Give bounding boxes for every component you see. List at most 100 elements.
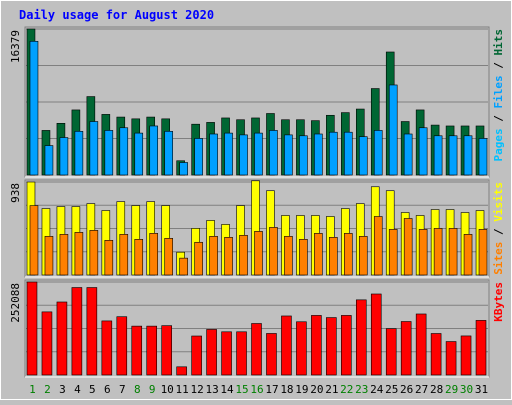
bar-kbytes-day-4 (71, 287, 83, 376)
bar-files-day-12 (194, 138, 203, 176)
bar-files-day-27 (418, 127, 428, 176)
bar-files-day-2 (44, 145, 54, 176)
bar-kbytes-day-1 (26, 281, 38, 376)
x-tick-label-day-31: 31 (475, 383, 488, 396)
bar-kbytes-day-30 (460, 335, 472, 376)
bar-sites-day-10 (164, 238, 173, 276)
bar-sites-day-31 (478, 229, 488, 276)
bar-files-day-4 (74, 131, 84, 176)
legend-item-files: Files (492, 75, 505, 108)
bar-sites-day-14 (224, 237, 233, 276)
bar-kbytes-day-6 (101, 320, 113, 376)
bar-files-day-16 (254, 132, 263, 176)
bar-files-day-1 (29, 40, 39, 176)
bar-kbytes-day-16 (251, 323, 262, 376)
bar-files-day-5 (89, 121, 99, 176)
bar-files-day-10 (164, 131, 173, 176)
y-tick-label: 16379 (9, 30, 22, 63)
x-tick-label-day-12: 12 (191, 383, 204, 396)
bar-sites-day-12 (194, 241, 203, 276)
bar-sites-day-7 (119, 234, 129, 276)
bar-sites-day-18 (284, 236, 293, 276)
legend-kbytes: KBytes (492, 282, 505, 322)
x-tick-label-day-21: 21 (325, 383, 338, 396)
bar-sites-day-4 (74, 232, 84, 276)
legend-item-sites: Sites (492, 242, 505, 275)
bar-files-day-21 (329, 131, 338, 176)
x-tick-label-day-24: 24 (370, 383, 384, 396)
panel-sites-visits: 938 Sites / Visits (9, 179, 505, 278)
x-tick-label-day-8: 8 (134, 383, 141, 396)
bar-files-day-31 (478, 138, 488, 176)
bar-kbytes-day-15 (236, 331, 247, 376)
bar-kbytes-day-12 (191, 335, 202, 376)
series-files (29, 40, 488, 176)
bar-kbytes-day-31 (475, 320, 487, 376)
legend-item-pages: Pages (492, 128, 505, 161)
bar-kbytes-day-2 (41, 311, 53, 376)
bar-files-day-14 (224, 132, 233, 176)
bar-sites-day-2 (44, 236, 54, 276)
bar-sites-day-30 (463, 234, 473, 276)
x-tick-label-day-5: 5 (89, 383, 96, 396)
x-tick-label-day-23: 23 (355, 383, 368, 396)
x-tick-label-day-7: 7 (119, 383, 126, 396)
x-tick-label-day-10: 10 (161, 383, 174, 396)
legend-item-kbytes: KBytes (492, 282, 505, 322)
x-tick-label-day-27: 27 (415, 383, 428, 396)
bar-kbytes-day-5 (86, 287, 98, 376)
bar-files-day-22 (344, 131, 353, 176)
bar-kbytes-day-13 (206, 329, 217, 376)
bar-files-day-23 (358, 136, 368, 176)
x-tick-label-day-3: 3 (59, 383, 66, 396)
legend-separator: / (492, 222, 505, 242)
bar-files-day-9 (149, 125, 159, 176)
bar-sites-day-1 (29, 205, 39, 276)
y-tick-label: 938 (9, 183, 22, 203)
bar-kbytes-day-24 (370, 293, 382, 376)
bar-kbytes-day-29 (445, 341, 457, 376)
panel-kbytes: 252088 KBytes (9, 279, 505, 378)
bar-sites-day-5 (89, 230, 99, 276)
bar-files-day-15 (239, 134, 248, 176)
x-tick-label-day-28: 28 (430, 383, 443, 396)
bar-kbytes-day-26 (400, 321, 412, 376)
bar-kbytes-day-11 (176, 366, 187, 376)
bar-files-day-19 (299, 135, 308, 176)
bar-kbytes-day-20 (311, 315, 322, 376)
bar-sites-day-20 (314, 233, 323, 276)
bar-sites-day-19 (299, 239, 308, 276)
chart-panels: 16379 Pages / Files / Hits 938 Sites / Visi… (9, 26, 505, 378)
bar-sites-day-26 (403, 218, 413, 276)
bar-sites-day-27 (418, 229, 428, 276)
x-tick-label-day-18: 18 (280, 383, 293, 396)
bar-kbytes-day-28 (430, 333, 442, 376)
bar-sites-day-24 (373, 216, 383, 276)
x-tick-label-day-20: 20 (310, 383, 323, 396)
x-tick-label-day-26: 26 (400, 383, 413, 396)
bar-sites-day-29 (448, 228, 458, 276)
bar-sites-day-9 (149, 233, 159, 276)
bar-kbytes-day-7 (116, 316, 128, 376)
bar-files-day-30 (463, 135, 473, 176)
bar-kbytes-day-8 (131, 325, 143, 376)
bar-kbytes-day-9 (146, 325, 158, 376)
bar-files-day-6 (104, 130, 114, 176)
x-tick-label-day-30: 30 (460, 383, 473, 396)
bar-sites-day-15 (239, 235, 248, 276)
bar-sites-day-6 (104, 240, 114, 276)
legend-separator: / (492, 109, 505, 129)
bar-kbytes-day-19 (296, 321, 307, 376)
bar-files-day-7 (119, 127, 129, 176)
x-tick-label-day-29: 29 (445, 383, 458, 396)
bar-files-day-3 (59, 137, 69, 176)
x-tick-label-day-4: 4 (74, 383, 81, 396)
panel-pages-files-hits: 16379 Pages / Files / Hits (9, 26, 505, 178)
bar-sites-day-22 (344, 233, 353, 276)
x-tick-label-day-16: 16 (250, 383, 263, 396)
bar-files-day-11 (179, 162, 188, 176)
bar-sites-day-21 (329, 237, 338, 276)
bar-files-day-26 (403, 133, 413, 176)
x-tick-label-day-6: 6 (104, 383, 111, 396)
legend-sites-visits: Sites / Visits (492, 182, 505, 275)
